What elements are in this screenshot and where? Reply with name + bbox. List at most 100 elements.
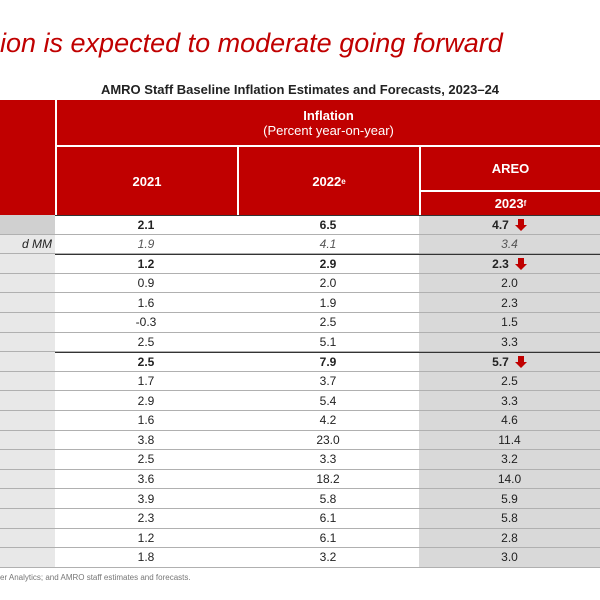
cell-value: 5.1 — [319, 334, 337, 349]
table-cell: 4.2 — [237, 411, 419, 431]
cell-value: 5.9 — [501, 491, 518, 506]
table-cell: 6.1 — [237, 509, 419, 529]
cell-value: 3.2 — [501, 452, 518, 467]
cell-value: 3.4 — [501, 236, 518, 251]
cell-value: 1.2 — [137, 530, 155, 545]
cell-value: 3.7 — [319, 374, 337, 389]
cell-value: 3.6 — [137, 472, 155, 487]
cell-value: 3.9 — [137, 491, 155, 506]
cell-value: 1.5 — [501, 315, 518, 330]
column-year: 2021 — [132, 173, 162, 189]
row-label — [0, 469, 55, 490]
cell-value: 2.5 — [137, 452, 155, 467]
row-label — [0, 548, 55, 568]
group-header: Inflation (Percent year-on-year) — [57, 100, 600, 145]
down-arrow-shape — [514, 257, 527, 270]
cell-value: 2.8 — [501, 530, 518, 545]
cell-value: 2.1 — [137, 217, 155, 232]
cell-value: 3.3 — [501, 393, 518, 408]
table-cell: 5.8 — [237, 489, 419, 509]
down-arrow — [514, 257, 527, 270]
row-label — [0, 450, 55, 470]
table-cell: 2.5 — [419, 371, 600, 392]
row-label — [0, 352, 55, 372]
table-cell: 1.9 — [237, 293, 419, 313]
table-cell: 23.0 — [237, 430, 419, 451]
cell-value: 2.5 — [137, 354, 155, 369]
row-label — [0, 273, 55, 294]
down-arrow — [514, 218, 527, 231]
table-cell: 3.3 — [419, 332, 600, 353]
cell-value: 11.4 — [498, 432, 521, 447]
table-cell: 3.2 — [237, 548, 419, 568]
slide-title: ion is expected to moderate going forwar… — [0, 28, 503, 58]
cell-value: 0.9 — [137, 276, 155, 291]
cell-value: 4.6 — [501, 413, 518, 428]
footnote: er Analytics; and AMRO staff estimates a… — [0, 573, 191, 582]
column-header: 2022 e — [239, 147, 419, 215]
cell-value: 2.3 — [137, 511, 155, 526]
cell-value: 2.5 — [319, 315, 337, 330]
table-cell: 2.9 — [55, 391, 237, 411]
cell-value: 1.9 — [137, 236, 155, 251]
table-cell: 5.7 — [419, 352, 600, 372]
cell-value: 5.8 — [319, 491, 337, 506]
table-cell: 1.6 — [55, 293, 237, 313]
table-cell: 1.2 — [55, 254, 237, 274]
table-cell: 1.9 — [55, 234, 237, 255]
cell-value: 2.0 — [319, 276, 337, 291]
table-cell: 14.0 — [419, 469, 600, 490]
table-cell: 4.1 — [237, 234, 419, 255]
cell-value: 2.3 — [501, 295, 518, 310]
table-cell: 3.8 — [55, 430, 237, 451]
down-arrow-shape — [514, 218, 527, 231]
cell-value: 3.0 — [501, 550, 518, 565]
row-label — [0, 489, 55, 509]
table-cell: 5.4 — [237, 391, 419, 411]
table-cell: 1.2 — [55, 528, 237, 549]
row-label — [0, 332, 55, 353]
table-cell: 3.3 — [419, 391, 600, 411]
table-cell: 2.3 — [55, 509, 237, 529]
row-header-block — [0, 100, 55, 215]
down-arrow — [514, 355, 527, 368]
cell-value: 2.5 — [501, 374, 518, 389]
table-cell: 2.3 — [419, 293, 600, 313]
cell-value: 5.4 — [319, 393, 337, 408]
cell-value: 6.5 — [319, 217, 337, 232]
column-suffix: e — [341, 176, 346, 186]
cell-value: 2.9 — [319, 256, 337, 271]
cell-value: 1.6 — [137, 295, 155, 310]
cell-value: 4.1 — [319, 236, 337, 251]
table-cell: 3.9 — [55, 489, 237, 509]
table-cell: 6.5 — [237, 215, 419, 235]
forecast-year-header: 2023 f — [421, 191, 600, 215]
forecast-group-header: AREO — [421, 147, 600, 190]
row-label — [0, 313, 55, 333]
cell-value: 6.1 — [319, 530, 337, 545]
forecast-year: 2023 — [494, 196, 524, 211]
forecast-suffix: f — [523, 199, 527, 208]
table-cell: 0.9 — [55, 273, 237, 294]
table-cell: 2.5 — [55, 450, 237, 470]
table-cell: 1.7 — [55, 371, 237, 392]
down-arrow-shape — [514, 355, 527, 368]
cell-value: -0.3 — [135, 315, 157, 330]
row-label — [0, 371, 55, 392]
cell-value: 7.9 — [319, 354, 337, 369]
cell-value: 3.8 — [137, 432, 155, 447]
table-cell: 2.9 — [237, 254, 419, 274]
table-cell: 2.5 — [237, 313, 419, 333]
table-cell: 5.9 — [419, 489, 600, 509]
table-cell: 3.3 — [237, 450, 419, 470]
cell-value: 23.0 — [316, 432, 340, 447]
column-year: 2022 — [312, 173, 342, 189]
table-cell: 7.9 — [237, 352, 419, 372]
row-label — [0, 215, 55, 235]
table-cell: 1.5 — [419, 313, 600, 333]
table-cell: 3.0 — [419, 548, 600, 568]
row-label — [0, 411, 55, 431]
cell-value: 14.0 — [497, 472, 522, 487]
table-cell: 5.1 — [237, 332, 419, 353]
cell-value: 2.0 — [501, 276, 518, 291]
